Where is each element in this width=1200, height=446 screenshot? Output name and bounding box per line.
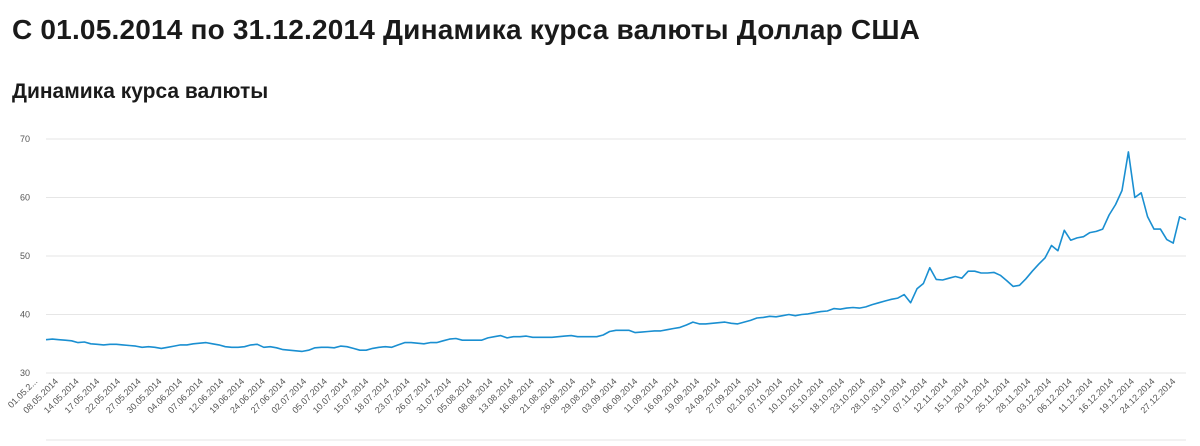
series-line-group (45, 151, 1187, 353)
x-axis-ticks: 01.05.2...08.05.201414.05.201417.05.2014… (6, 376, 1178, 415)
y-tick-label: 70 (20, 134, 30, 144)
y-axis-ticks: 30 40 50 60 70 (20, 134, 30, 378)
y-tick-label: 40 (20, 310, 30, 320)
section-title: Динамика курса валюты (12, 80, 269, 103)
y-tick-label: 30 (20, 368, 30, 378)
series-line (45, 151, 1187, 353)
page-title: С 01.05.2014 по 31.12.2014 Динамика курс… (12, 14, 921, 45)
y-tick-label: 60 (20, 193, 30, 203)
grid (46, 138, 1186, 441)
y-tick-label: 50 (20, 251, 30, 261)
